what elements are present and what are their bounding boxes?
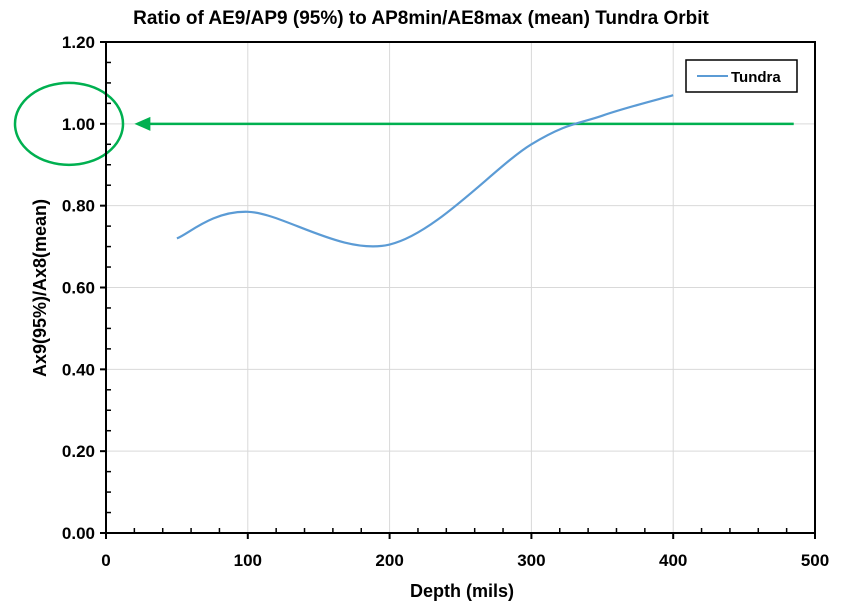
y-tick-label: 0.80	[62, 197, 95, 216]
legend-label-tundra: Tundra	[731, 69, 781, 86]
y-tick-label: 0.60	[62, 279, 95, 298]
x-tick-label: 500	[801, 551, 829, 570]
y-axis-title: Ax9(95%)/Ax8(mean)	[30, 199, 50, 377]
y-tick-label: 0.00	[62, 524, 95, 543]
series-line-tundra	[176, 94, 674, 248]
x-tick-label: 0	[101, 551, 110, 570]
highlight-circle	[13, 81, 125, 167]
chart-title: Ratio of AE9/AP9 (95%) to AP8min/AE8max …	[133, 8, 709, 29]
y-tick-label: 1.20	[62, 33, 95, 52]
reference-line-group	[13, 81, 794, 167]
series-group	[176, 94, 674, 248]
legend: Tundra	[685, 59, 798, 93]
tick-labels: 0 100 200 300 400 500 0.00 0.20 0.40 0.60 0.80 1.00…	[62, 33, 829, 570]
ticks	[100, 41, 816, 539]
x-tick-label: 100	[234, 551, 262, 570]
grid	[106, 41, 816, 533]
x-tick-label: 400	[659, 551, 687, 570]
x-tick-label: 200	[375, 551, 403, 570]
y-tick-label: 1.00	[62, 115, 95, 134]
y-tick-label: 0.40	[62, 360, 95, 379]
x-axis-title: Depth (mils)	[410, 581, 514, 601]
reference-arrowhead	[134, 116, 151, 131]
x-tick-label: 300	[517, 551, 545, 570]
y-tick-label: 0.20	[62, 442, 95, 461]
